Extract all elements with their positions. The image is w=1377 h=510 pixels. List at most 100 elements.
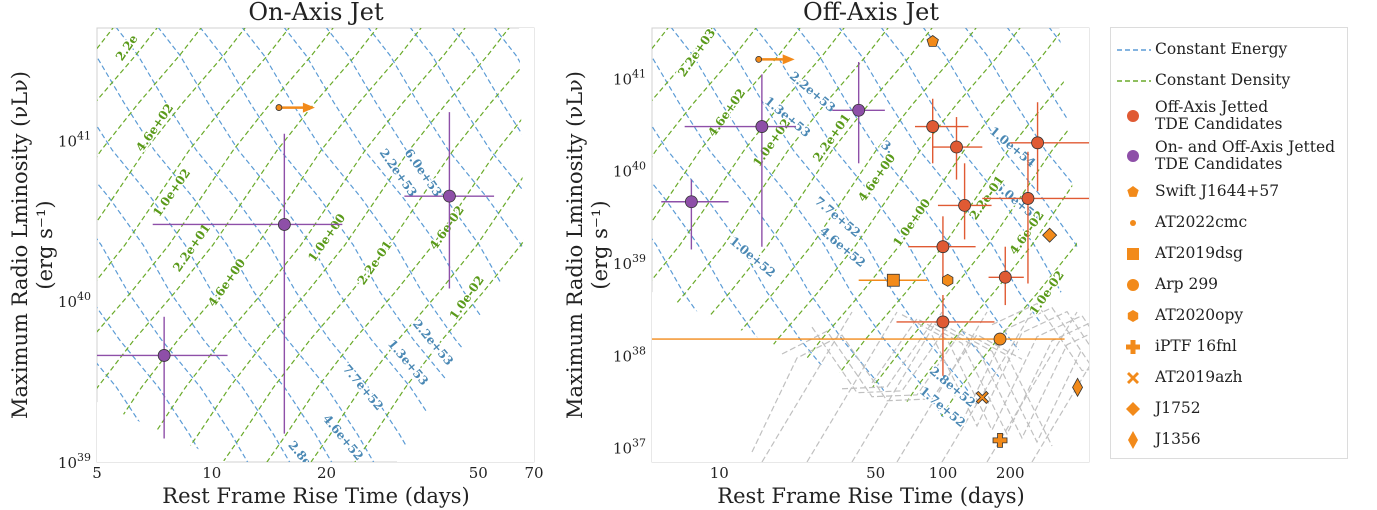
constant-energy-line — [115, 28, 417, 462]
series — [858, 273, 928, 287]
legend-symbol-svg — [1127, 278, 1139, 291]
legend-entry: AT2019dsg — [1111, 238, 1349, 269]
constant-energy-line — [97, 306, 207, 462]
legend-symbol — [1111, 275, 1155, 295]
legend-entry: J1356 — [1111, 424, 1349, 455]
legend-symbol-svg — [1128, 430, 1138, 449]
data-point — [993, 332, 1007, 346]
legend-symbol-svg — [1127, 247, 1139, 260]
legend-symbol-svg — [1127, 110, 1139, 122]
constant-energy-line — [97, 55, 375, 462]
data-point — [1042, 227, 1058, 243]
constant-density-line — [178, 28, 510, 462]
legend-label: J1752 — [1155, 399, 1201, 417]
constant-density-line — [310, 159, 534, 462]
legend-symbol-svg — [1127, 371, 1139, 384]
axis-ticks: 10 50 100 200 1037 1038 1039 1040 1041 — [613, 67, 1025, 482]
grey-grid-line — [1031, 365, 1089, 462]
series — [755, 54, 795, 65]
legend-entry: Arp 299 — [1111, 269, 1349, 300]
x-tick-label: 10 — [710, 464, 729, 482]
grid-boundary — [652, 292, 1048, 462]
legend-entry: Constant Density — [1111, 65, 1349, 96]
series — [275, 102, 315, 113]
data-point — [277, 218, 291, 231]
constant-energy-line — [838, 28, 1089, 386]
data-point — [1031, 136, 1044, 150]
legend-label: AT2022cmc — [1155, 213, 1248, 231]
data-point — [852, 103, 866, 117]
legend-label: Swift J1644+57 — [1155, 182, 1280, 200]
constant-energy-line — [157, 28, 459, 462]
data-marks — [652, 35, 1089, 448]
constant-density-line — [134, 28, 466, 462]
arrow-head — [782, 54, 795, 65]
y-tick-label: 1041 — [613, 67, 646, 88]
grey-grid-line — [781, 329, 1053, 447]
legend-symbol — [1111, 213, 1155, 233]
legend-label: Arp 299 — [1155, 275, 1219, 293]
panel-title: On-Axis Jet — [248, 0, 384, 26]
constant-density-line — [652, 28, 889, 333]
legend-entry: On- and Off-Axis Jetted TDE Candidates — [1111, 136, 1349, 176]
y-tick-label: 1038 — [613, 344, 646, 365]
data-point — [950, 140, 963, 154]
legend-label: iPTF 16fnl — [1155, 337, 1237, 355]
y-tick-label: 1037 — [613, 437, 646, 458]
constant-density-line — [733, 28, 1065, 462]
x-tick-label: 100 — [929, 464, 958, 482]
y-tick-label: 1039 — [58, 451, 91, 472]
grey-grid-line — [941, 311, 1033, 462]
x-tick-label: 50 — [469, 464, 488, 482]
y-axis-unit: (erg s⁻¹) — [588, 200, 612, 289]
data-point — [958, 199, 972, 212]
legend-symbol — [1111, 368, 1155, 388]
data-marks — [97, 102, 495, 439]
series — [896, 98, 1089, 376]
legend-symbol — [1111, 337, 1155, 357]
panel-title: Off-Axis Jet — [803, 0, 939, 26]
constant-density-line — [97, 28, 422, 455]
grey-grid-line — [896, 311, 988, 462]
x-tick-label: 70 — [524, 464, 543, 482]
data-point — [998, 270, 1012, 284]
legend-symbol-svg — [1130, 219, 1136, 226]
grid-boundary — [396, 28, 534, 462]
data-point — [1021, 192, 1035, 205]
legend-symbol — [1111, 182, 1155, 202]
grey-grid-line — [931, 310, 1089, 428]
legend-symbol-svg — [1126, 339, 1140, 354]
constant-density-line — [97, 28, 334, 333]
legend-label: AT2020opy — [1155, 306, 1244, 324]
legend-symbol-svg — [1126, 401, 1140, 416]
legend-marker — [1126, 401, 1140, 416]
grey-grid-line — [806, 311, 898, 462]
legend-symbol — [1111, 306, 1155, 326]
x-axis-label: Rest Frame Rise Time (days) — [162, 484, 469, 508]
constant-energy-line — [880, 28, 1089, 334]
data-point — [926, 120, 940, 133]
legend-marker — [1127, 110, 1139, 122]
constant-energy-line — [97, 238, 249, 462]
panel-on-axis: 2.2e+536.0e+532.2e+531.3e+537.7e+524.6e+… — [8, 0, 544, 508]
series — [975, 390, 989, 405]
grey-grid-line — [751, 333, 1023, 453]
constant-density-line — [652, 28, 845, 281]
legend: Constant Energy Constant Density Off-Axis … — [1110, 27, 1348, 459]
data-point — [942, 273, 954, 287]
constant-energy-line — [97, 181, 291, 462]
legend-entry: Off-Axis Jetted TDE Candidates — [1111, 96, 1349, 136]
constant-density-line — [865, 159, 1089, 462]
arrow-head — [302, 102, 315, 113]
grid-boundary — [97, 402, 227, 462]
constant-energy-line — [712, 28, 1014, 462]
legend-entry: Constant Energy — [1111, 34, 1349, 65]
data-point — [936, 315, 950, 329]
legend-symbol — [1111, 430, 1155, 450]
data-point — [684, 195, 698, 209]
constant-energy-line — [97, 125, 333, 462]
legend-marker — [1127, 247, 1139, 260]
y-tick-label: 1039 — [613, 252, 646, 273]
grey-grid-line — [871, 317, 1089, 436]
